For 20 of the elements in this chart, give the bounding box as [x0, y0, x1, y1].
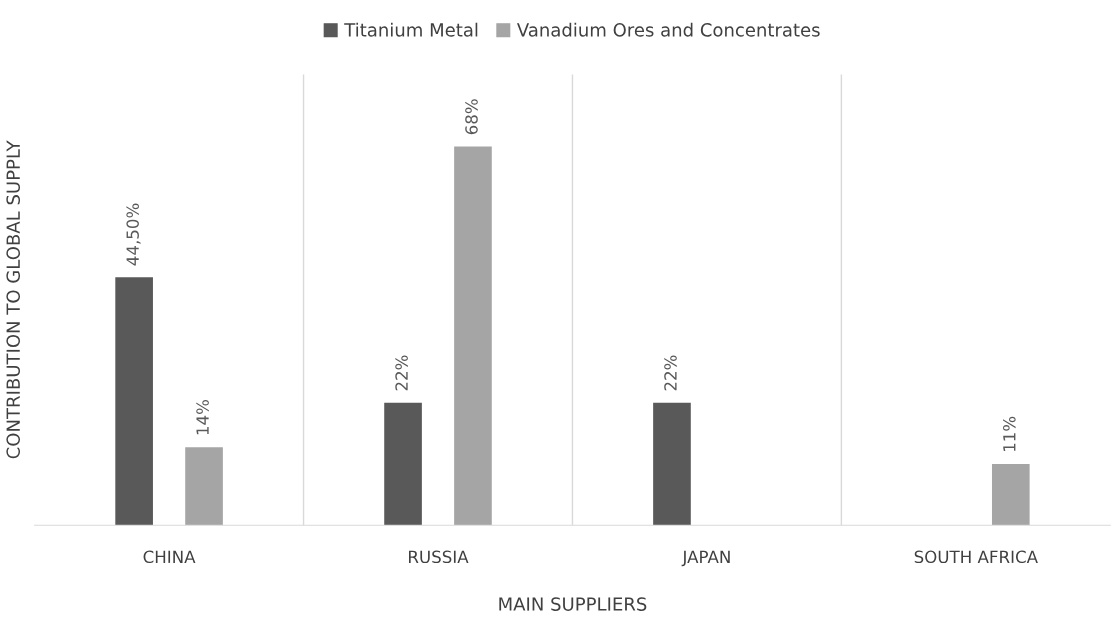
bar	[454, 146, 492, 526]
x-axis-title: MAIN SUPPLIERS	[499, 597, 647, 611]
bar	[384, 402, 422, 526]
data-label: 68%	[465, 99, 478, 135]
legend-label: Titanium Metal	[344, 22, 478, 37]
data-label: 22%	[664, 355, 677, 391]
data-label: 14%	[196, 400, 209, 435]
bar	[653, 402, 691, 526]
x-tick-label: SOUTH AFRICA	[914, 550, 1038, 564]
data-label: 11%	[1003, 416, 1016, 451]
x-tick-label: CHINA	[143, 550, 196, 564]
data-label: 44,50%	[126, 203, 141, 266]
x-tick-label: JAPAN	[681, 550, 730, 567]
bar	[991, 463, 1030, 526]
y-axis-title: CONTRIBUTION TO GLOBAL SUPPLY	[6, 140, 21, 459]
legend-label: Vanadium Ores and Concentrates	[516, 22, 820, 37]
bar	[115, 277, 153, 526]
bar	[185, 447, 223, 526]
data-label: 22%	[395, 355, 408, 391]
x-tick-label: RUSSIA	[409, 550, 469, 564]
